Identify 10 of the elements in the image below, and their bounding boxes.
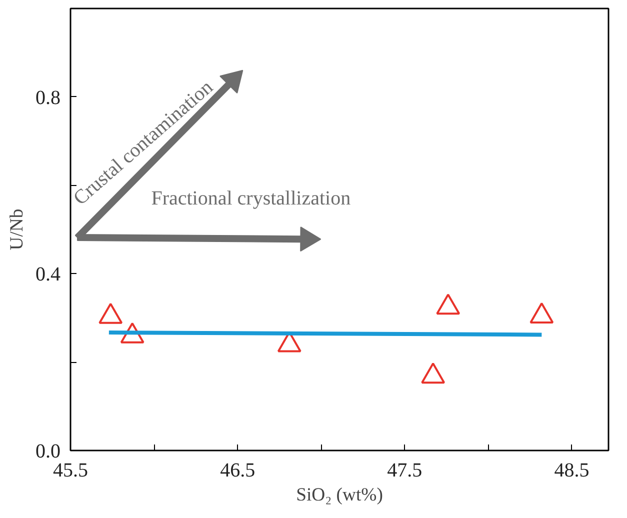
x-axis-title: SiO₂ (wt%) <box>296 484 383 506</box>
x-tick-label: 47.5 <box>387 460 422 482</box>
text: 0.0 <box>36 440 60 462</box>
x-tick-label: 48.5 <box>554 460 590 482</box>
y-tick-label: 0.8 <box>36 86 60 109</box>
y-tick-label: 0.4 <box>36 264 60 286</box>
x-tick-label: 45.5 <box>53 460 88 482</box>
x-tick-label: 46.5 <box>220 460 256 482</box>
annotation: Fractional crystallization <box>151 188 351 210</box>
y-axis-title: U/Nb <box>6 208 28 250</box>
